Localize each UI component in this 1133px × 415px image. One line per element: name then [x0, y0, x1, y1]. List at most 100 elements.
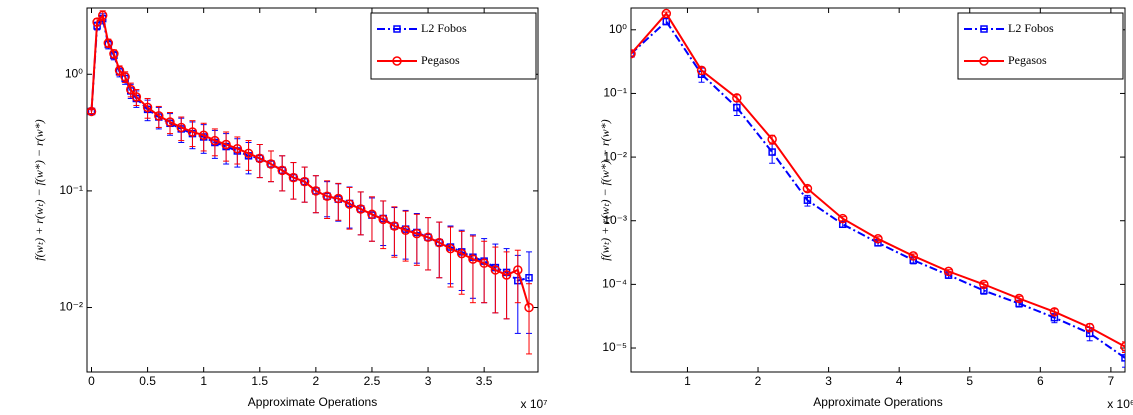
x-multiplier: x 10⁷	[520, 397, 547, 411]
marker	[367, 209, 377, 220]
error-bar	[492, 246, 499, 314]
y-tick-label: 10⁻³	[603, 213, 627, 227]
legend-label: Pegasos	[1008, 53, 1047, 67]
marker	[266, 159, 276, 169]
x-tick-label: 4	[896, 374, 903, 388]
marker	[802, 183, 813, 194]
error-bar	[245, 140, 252, 171]
marker	[176, 122, 186, 133]
plot-area	[631, 8, 1125, 368]
marker	[1120, 341, 1125, 352]
marker	[392, 56, 402, 66]
marker	[767, 134, 777, 145]
marker	[187, 127, 198, 137]
marker	[322, 191, 332, 201]
marker	[97, 10, 108, 21]
marker	[733, 103, 741, 112]
marker	[1049, 307, 1060, 317]
marker	[355, 204, 366, 214]
marker	[109, 48, 119, 59]
error-bar	[447, 226, 454, 288]
marker	[221, 139, 231, 150]
marker	[255, 153, 265, 164]
x-tick-label: 3	[825, 374, 832, 388]
x-tick-label: 3.5	[476, 374, 493, 388]
marker	[873, 234, 883, 244]
marker	[400, 225, 411, 235]
legend-box	[370, 12, 537, 80]
marker	[1014, 293, 1024, 304]
marker	[524, 302, 534, 313]
plot-area	[87, 10, 534, 355]
legend-label: L2 Fobos	[1008, 21, 1054, 35]
error-bar	[380, 200, 387, 250]
legend-label: Pegasos	[421, 53, 460, 67]
error-bar	[458, 230, 465, 295]
marker	[979, 279, 989, 290]
y-tick-label: 10⁻⁵	[602, 340, 627, 354]
error-bar	[290, 162, 297, 200]
error-bar	[526, 283, 533, 355]
y-tick-label: 10⁻²	[59, 300, 83, 314]
marker	[456, 248, 467, 259]
marker	[661, 8, 672, 19]
error-bar	[1122, 350, 1125, 368]
error-bar	[514, 249, 521, 304]
error-bar	[200, 122, 207, 152]
x-tick-label: 3	[425, 374, 432, 388]
subplot: 1 2 3 4 5 6 7 10⁻⁵ 10⁻⁴ 10⁻³ 10⁻² 10⁻¹ 10⁰ Approximat…	[598, 7, 1133, 411]
marker	[434, 237, 445, 248]
marker	[393, 25, 401, 33]
error-bar	[481, 240, 488, 304]
y-tick-label: 10⁻⁴	[602, 277, 627, 291]
y-tick-label: 10⁻¹	[59, 183, 83, 197]
marker	[908, 251, 919, 261]
axes-frame	[630, 7, 1126, 373]
x-tick-label: 6	[1037, 374, 1044, 388]
subplot: 0 0.5 1 1.5 2 2.5 3 3.5 10⁻² 10⁻¹ 10⁰ Approximate O…	[32, 7, 548, 411]
error-bar	[189, 120, 196, 148]
x-multiplier: x 10⁶	[1107, 397, 1133, 411]
marker	[154, 111, 164, 121]
series-line	[631, 11, 1125, 348]
marker	[1121, 354, 1125, 362]
marker	[277, 165, 287, 176]
marker	[299, 176, 310, 187]
marker	[803, 196, 812, 204]
marker	[131, 92, 142, 102]
error-bar	[391, 206, 398, 258]
marker	[142, 102, 153, 113]
x-tick-label: 2	[755, 374, 762, 388]
legend-label: L2 Fobos	[421, 21, 467, 35]
marker	[120, 72, 130, 82]
marker	[468, 254, 478, 264]
x-tick-label: 0.5	[139, 374, 156, 388]
marker	[525, 274, 533, 282]
x-tick-label: 2.5	[364, 374, 381, 388]
legend-box	[957, 12, 1124, 80]
y-tick-label: 10⁻²	[603, 149, 627, 163]
error-bar	[211, 128, 218, 157]
marker	[423, 232, 433, 243]
error-bar	[279, 155, 286, 192]
marker	[631, 50, 635, 58]
marker	[232, 143, 243, 154]
marker	[243, 148, 254, 159]
y-axis-label: f(wₜ) + r(wₜ) − f(w*) − r(w*)	[598, 119, 612, 260]
marker	[490, 265, 501, 275]
marker	[92, 17, 102, 27]
marker	[980, 25, 988, 33]
marker	[198, 130, 209, 141]
marker	[344, 199, 355, 209]
error-bar	[503, 251, 510, 320]
marker	[696, 65, 707, 76]
x-tick-label: 5	[966, 374, 973, 388]
marker	[838, 220, 847, 229]
marker	[103, 38, 114, 48]
axes-frame	[86, 7, 539, 373]
y-axis-label: f(wₜ) + r(wₜ) − f(w*) − r(w*)	[32, 119, 46, 260]
error-bar	[469, 235, 476, 304]
x-tick-label: 1	[200, 374, 207, 388]
error-bar	[425, 217, 432, 271]
